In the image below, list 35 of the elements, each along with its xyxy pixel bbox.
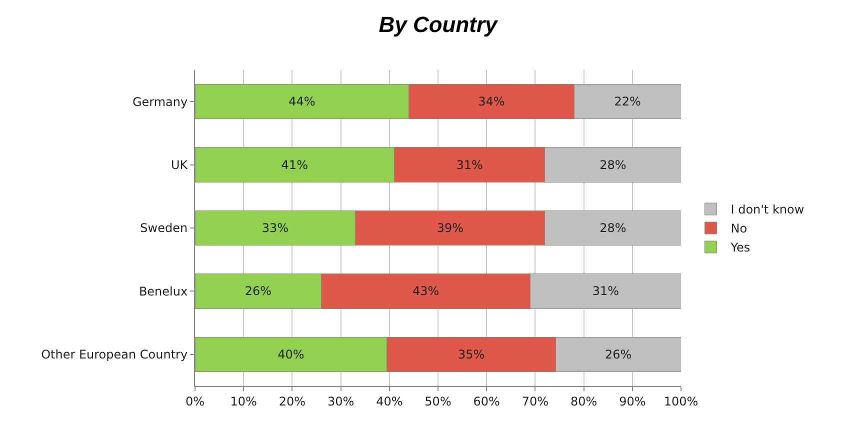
- legend-label: No: [730, 222, 748, 236]
- x-tick-label: 0%: [185, 394, 205, 408]
- x-tick-label: 50%: [424, 394, 452, 408]
- x-tick-label: 80%: [570, 394, 598, 408]
- x-tick-label: 40%: [376, 394, 403, 408]
- y-tick-label: UK: [170, 158, 189, 172]
- y-tick-label: Benelux: [138, 284, 188, 298]
- x-tick-label: 90%: [619, 394, 646, 408]
- data-label: 44%: [288, 94, 316, 109]
- data-label: 31%: [592, 284, 620, 298]
- x-tick-label: 30%: [327, 394, 354, 408]
- data-label: 26%: [244, 284, 272, 298]
- data-label: 28%: [600, 221, 626, 235]
- data-label: 28%: [600, 158, 626, 172]
- x-tick-label: 70%: [522, 394, 549, 408]
- data-label: 26%: [604, 347, 632, 362]
- y-tick-label: Germany: [132, 94, 188, 109]
- data-label: 35%: [458, 347, 485, 362]
- data-label: 39%: [436, 221, 464, 235]
- chart-title: By Country: [378, 12, 500, 38]
- data-label: 33%: [262, 221, 289, 235]
- data-label: 22%: [614, 94, 641, 109]
- x-tick-label: 100%: [664, 394, 698, 408]
- x-tick-label: 10%: [230, 394, 257, 408]
- data-label: 40%: [278, 347, 304, 362]
- x-tick-label: 60%: [473, 394, 500, 408]
- y-tick-label: Other European Country: [41, 348, 188, 362]
- x-tick-label: 20%: [278, 394, 306, 408]
- data-label: 34%: [478, 94, 505, 109]
- data-label: 31%: [456, 158, 483, 172]
- legend-label: I don't know: [730, 202, 804, 217]
- data-label: 41%: [281, 158, 308, 172]
- y-tick-label: Sweden: [140, 221, 188, 236]
- legend-label: Yes: [730, 240, 750, 255]
- data-label: 43%: [412, 284, 440, 298]
